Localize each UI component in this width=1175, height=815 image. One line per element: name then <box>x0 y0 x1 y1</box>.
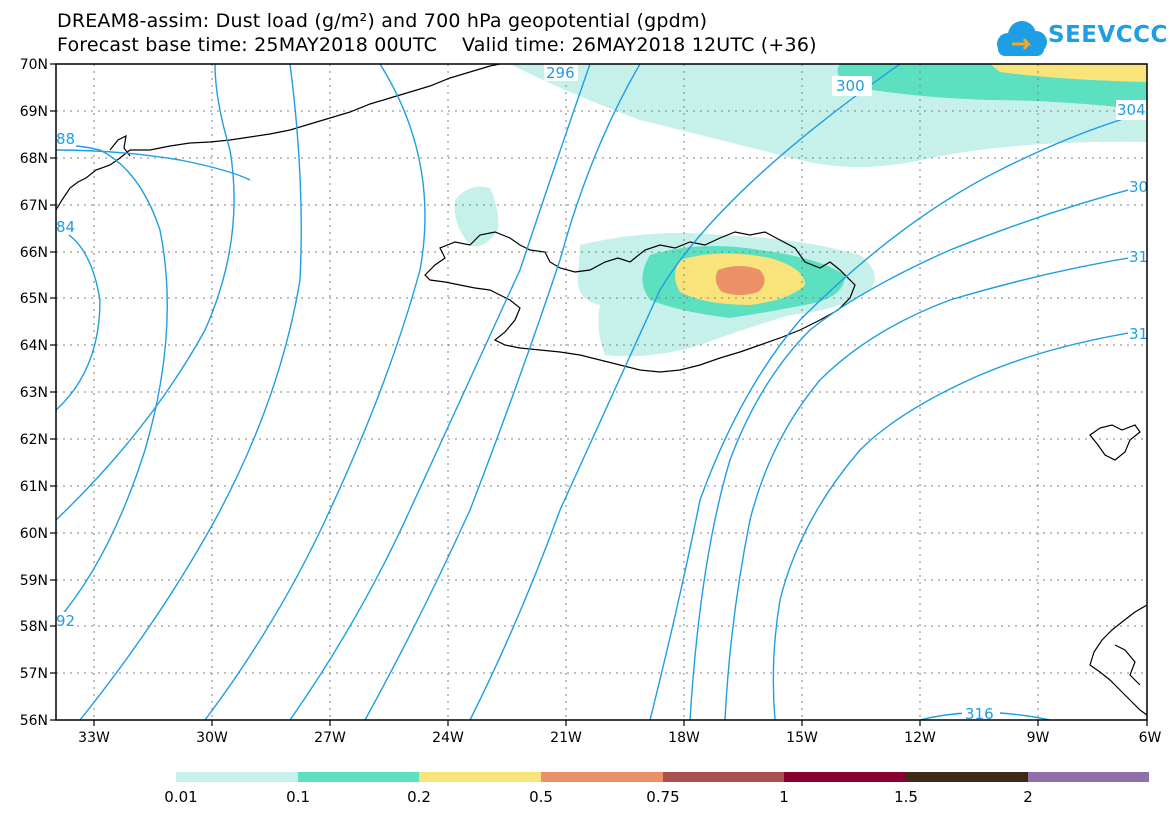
lat-label: 66N <box>20 245 48 261</box>
lat-label: 68N <box>20 151 48 167</box>
isoline-label: 300 <box>836 77 865 95</box>
colorbar-swatch <box>419 772 541 782</box>
isoline-label: 92 <box>56 612 75 630</box>
lat-label: 70N <box>20 57 48 73</box>
greenland-coast <box>56 64 501 211</box>
lon-label: 9W <box>1027 730 1050 746</box>
chart-subtitle: Forecast base time: 25MAY2018 00UTC Vali… <box>57 34 817 56</box>
colorbar-label: 0.01 <box>164 788 197 806</box>
colorbar-label: 1 <box>779 788 789 806</box>
lat-label: 60N <box>20 526 48 542</box>
colorbar-swatch <box>906 772 1028 782</box>
colorbar-label: 2 <box>1023 788 1033 806</box>
lat-label: 59N <box>20 573 48 589</box>
lat-label: 69N <box>20 104 48 120</box>
lat-label: 58N <box>20 619 48 635</box>
colorbar-label: 0.1 <box>286 788 310 806</box>
lon-label: 18W <box>668 730 700 746</box>
grid-lines <box>56 64 1147 720</box>
geopotential-isolines <box>56 64 1147 720</box>
isoline-label: 31 <box>1129 248 1148 266</box>
latitude-labels: 70N 69N 68N 67N 66N 65N 64N 63N 62N 61N … <box>20 57 48 729</box>
colorbar <box>176 772 1149 782</box>
isoline-296c <box>364 64 641 720</box>
isoline-300 <box>649 111 1147 720</box>
isoline-label: 88 <box>56 130 75 148</box>
lon-label: 12W <box>904 730 936 746</box>
lon-label: 30W <box>196 730 228 746</box>
dust-shade-high <box>990 64 1147 82</box>
isoline-label: 31 <box>1129 325 1148 343</box>
cloud-icon <box>997 21 1047 56</box>
isoline-294 <box>79 64 302 720</box>
faroe-coast <box>1089 424 1141 461</box>
lat-label: 56N <box>20 713 48 729</box>
dust-shade-iceland-orange <box>715 266 765 295</box>
isoline-304 <box>689 184 1147 720</box>
colorbar-label: 0.75 <box>646 788 679 806</box>
iceland-west-coast <box>424 231 856 373</box>
colorbar-swatch <box>784 772 906 782</box>
lat-label: 61N <box>20 479 48 495</box>
logo-text: SEEVCCC <box>1048 22 1168 48</box>
lon-label: 33W <box>78 730 110 746</box>
lat-label: 64N <box>20 338 48 354</box>
lat-label: 63N <box>20 385 48 401</box>
lon-label: 15W <box>786 730 818 746</box>
colorbar-swatch <box>176 772 298 782</box>
lon-label: 27W <box>314 730 346 746</box>
norway-inner <box>1114 644 1141 686</box>
isoline-292 <box>56 144 168 623</box>
isoline-296a <box>204 64 426 720</box>
lat-label: 67N <box>20 198 48 214</box>
greenland-coast-bay <box>109 134 131 157</box>
tick-marks <box>50 63 1148 726</box>
map-frame <box>55 63 1148 721</box>
colorbar-swatch <box>298 772 419 782</box>
isoline-label: 30 <box>1129 178 1148 196</box>
isoline-284 <box>56 227 101 411</box>
isoline-292b <box>56 64 235 521</box>
colorbar-labels: 0.01 0.1 0.2 0.5 0.75 1 1.5 2 <box>164 788 1032 806</box>
lat-label: 65N <box>20 291 48 307</box>
isoline-308 <box>724 254 1147 720</box>
lon-label: 6W <box>1139 730 1162 746</box>
dust-shade-westfjords <box>454 186 499 246</box>
chart-title: DREAM8-assim: Dust load (g/m²) and 700 h… <box>57 10 708 32</box>
isoline-296b <box>289 64 591 720</box>
isoline-288 <box>56 149 251 181</box>
isoline-label: 296 <box>546 64 575 82</box>
coastlines <box>56 64 1147 716</box>
isoline-312 <box>772 329 1147 720</box>
colorbar-label: 0.2 <box>407 788 431 806</box>
lat-label: 57N <box>20 666 48 682</box>
lon-label: 24W <box>432 730 464 746</box>
colorbar-swatch <box>1028 772 1149 782</box>
isoline-label: 316 <box>965 705 994 723</box>
norway-coast <box>1089 604 1147 716</box>
map-area: 88 84 92 296 300 304 30 31 31 316 <box>56 64 1148 723</box>
colorbar-label: 0.5 <box>529 788 553 806</box>
isoline-label: 84 <box>56 218 75 236</box>
isoline-label: 304 <box>1117 101 1146 119</box>
colorbar-label: 1.5 <box>894 788 918 806</box>
lon-label: 21W <box>550 730 582 746</box>
longitude-labels: 33W 30W 27W 24W 21W 18W 15W 12W 9W 6W <box>78 730 1161 746</box>
colorbar-swatch <box>541 772 663 782</box>
colorbar-swatch <box>663 772 784 782</box>
isoline-298 <box>469 64 901 720</box>
lat-label: 62N <box>20 432 48 448</box>
